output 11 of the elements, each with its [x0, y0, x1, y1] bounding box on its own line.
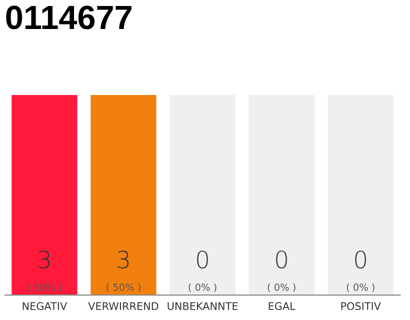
data-label: 3 ( 50% )	[28, 250, 62, 292]
data-label: 0 ( 0% )	[188, 250, 216, 292]
x-tick-label: EGAL	[268, 302, 296, 310]
data-label: 3 ( 50% )	[106, 250, 140, 292]
data-label: 0 ( 0% )	[346, 250, 374, 292]
x-tick-label: POSITIV	[341, 302, 381, 310]
x-tick-label: VERWIRREND	[88, 302, 158, 310]
data-label: 0 ( 0% )	[268, 250, 296, 292]
x-tick-label: UNBEKANNTE	[168, 302, 238, 310]
x-tick-label: NEGATIV	[22, 302, 68, 310]
chart-title: 0114677	[6, 6, 132, 30]
